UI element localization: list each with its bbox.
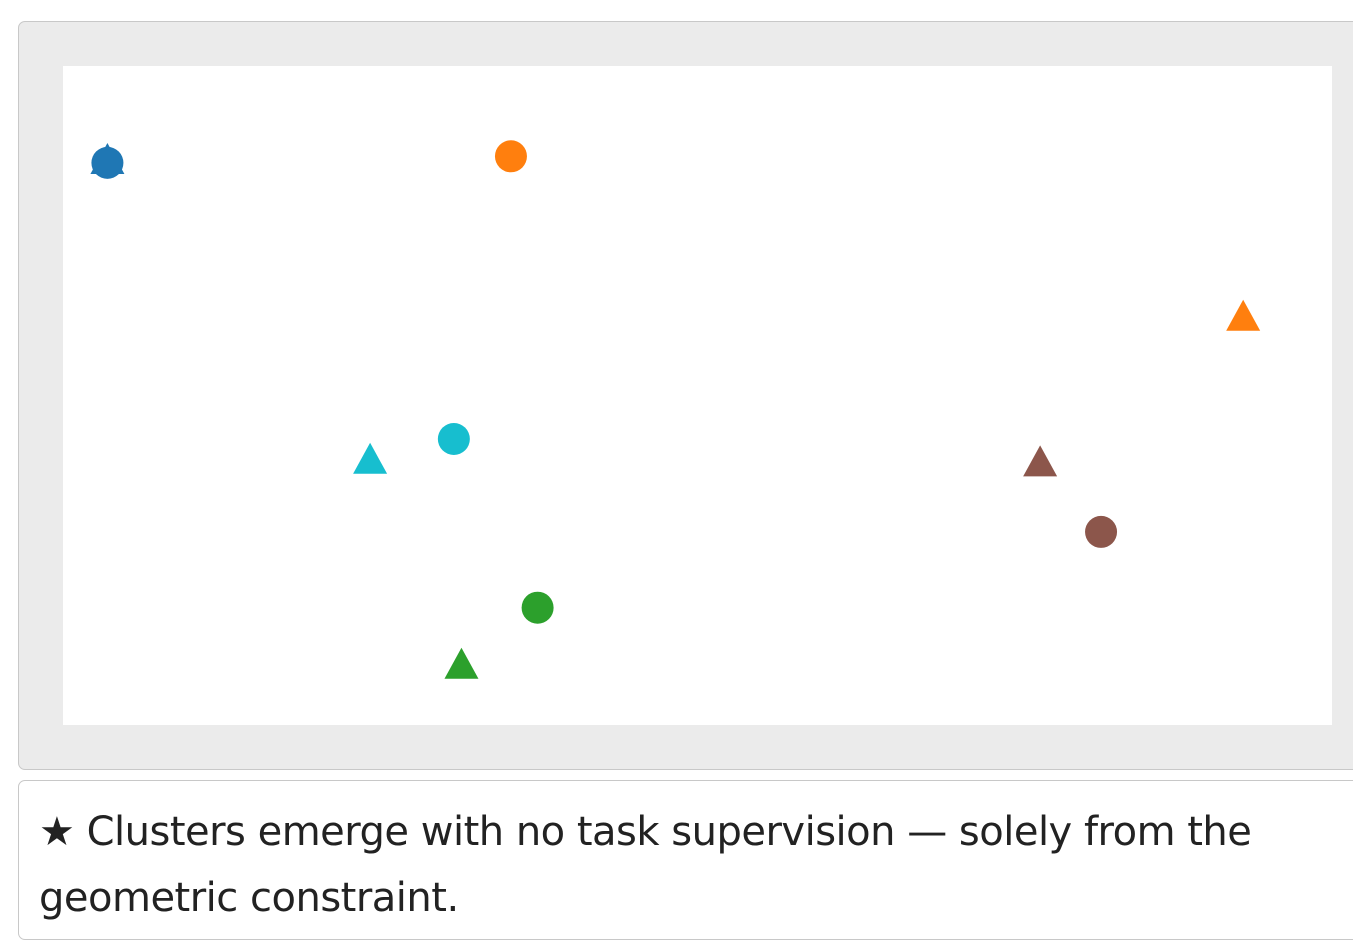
- caption: ★ Clusters emerge with no task supervisi…: [39, 799, 1347, 931]
- scatter-point-circle-2: [494, 140, 527, 173]
- scatter-point-triangle-9: [444, 647, 479, 679]
- scatter-point-triangle-3: [1226, 299, 1261, 331]
- scatter-point-circle-4: [437, 422, 470, 455]
- scatter-plot-area: [63, 66, 1332, 725]
- caption-text: Clusters emerge with no task supervision…: [39, 809, 1252, 921]
- caption-box: ★ Clusters emerge with no task supervisi…: [18, 780, 1353, 940]
- scatter-chart: [90, 140, 1261, 679]
- star-icon: ★: [39, 809, 75, 855]
- scatter-point-triangle-6: [1023, 445, 1058, 477]
- scatter-point-circle-8: [521, 591, 554, 624]
- scatter-point-triangle-5: [353, 442, 388, 474]
- scatter-point-circle-1: [91, 146, 124, 179]
- scatter-point-circle-7: [1085, 515, 1118, 548]
